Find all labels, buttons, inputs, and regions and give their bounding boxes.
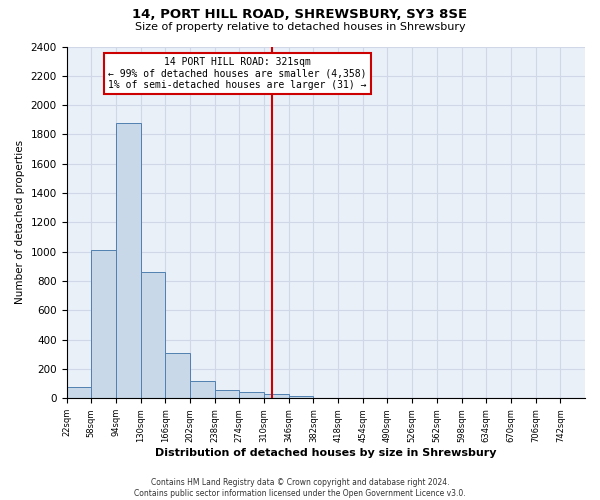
X-axis label: Distribution of detached houses by size in Shrewsbury: Distribution of detached houses by size …	[155, 448, 497, 458]
Text: 14 PORT HILL ROAD: 321sqm
← 99% of detached houses are smaller (4,358)
1% of sem: 14 PORT HILL ROAD: 321sqm ← 99% of detac…	[109, 57, 367, 90]
Bar	[190, 381, 215, 398]
Text: Size of property relative to detached houses in Shrewsbury: Size of property relative to detached ho…	[134, 22, 466, 32]
Text: Contains HM Land Registry data © Crown copyright and database right 2024.
Contai: Contains HM Land Registry data © Crown c…	[134, 478, 466, 498]
Bar	[91, 250, 116, 398]
Bar	[215, 390, 239, 398]
Bar	[289, 396, 313, 398]
Bar	[165, 353, 190, 399]
Bar	[239, 392, 264, 398]
Text: 14, PORT HILL ROAD, SHREWSBURY, SY3 8SE: 14, PORT HILL ROAD, SHREWSBURY, SY3 8SE	[133, 8, 467, 20]
Bar	[264, 394, 289, 398]
Bar	[140, 272, 165, 398]
Y-axis label: Number of detached properties: Number of detached properties	[15, 140, 25, 304]
Bar	[67, 386, 91, 398]
Bar	[116, 122, 140, 398]
